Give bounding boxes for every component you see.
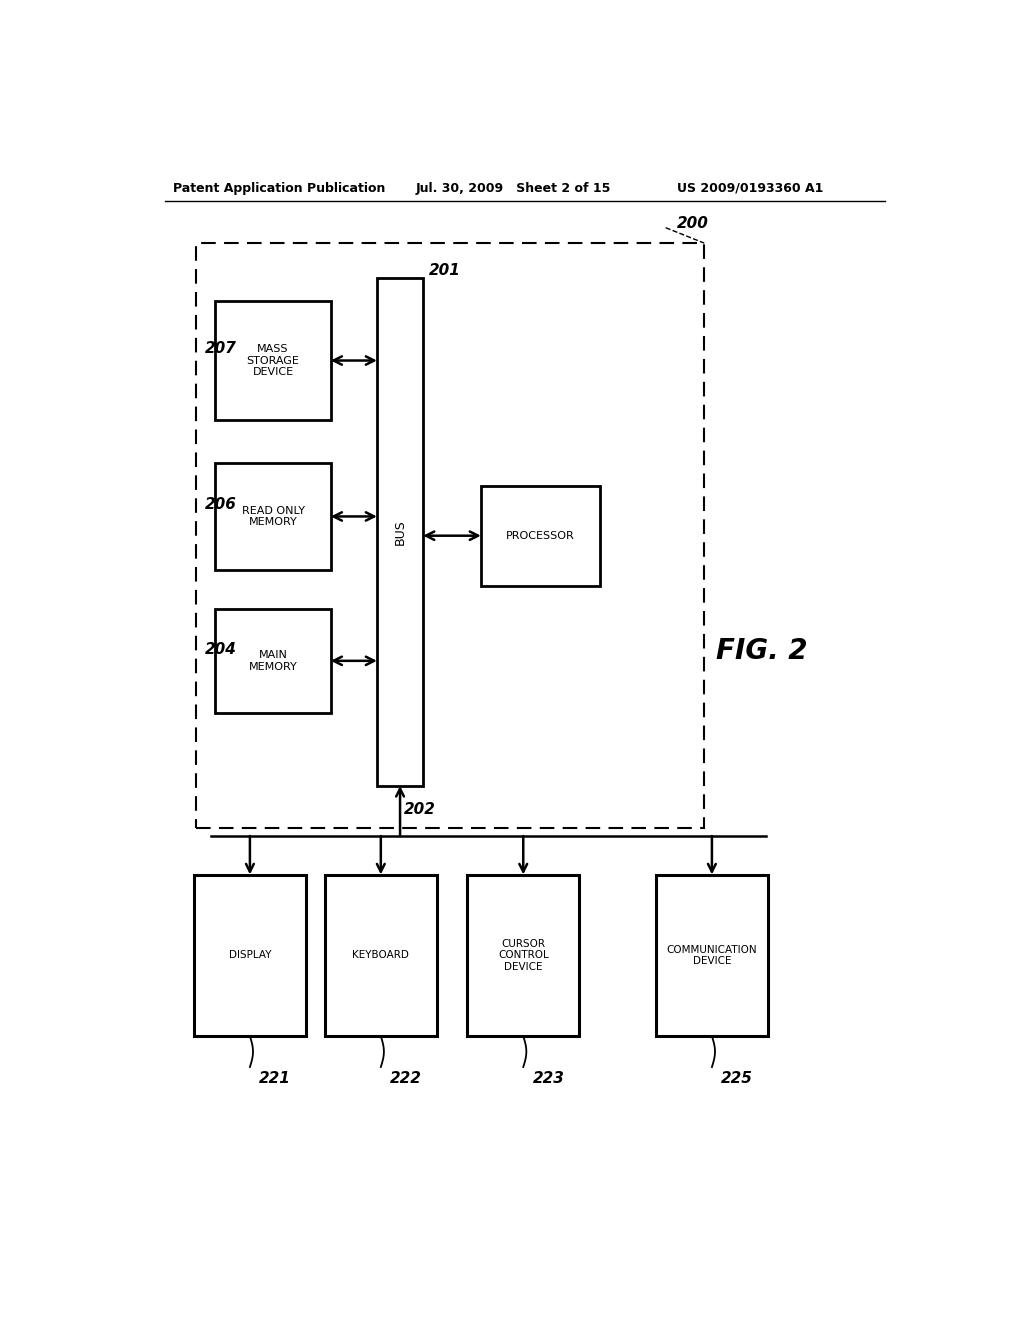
Bar — [196, 243, 705, 829]
Text: 200: 200 — [677, 216, 710, 231]
Bar — [215, 609, 331, 713]
Text: Jul. 30, 2009   Sheet 2 of 15: Jul. 30, 2009 Sheet 2 of 15 — [416, 182, 611, 194]
Text: DISPLAY: DISPLAY — [228, 950, 271, 961]
Text: 222: 222 — [390, 1071, 422, 1086]
Text: 223: 223 — [532, 1071, 564, 1086]
Bar — [215, 301, 331, 420]
Bar — [215, 462, 331, 570]
Text: 204: 204 — [205, 642, 238, 657]
Text: US 2009/0193360 A1: US 2009/0193360 A1 — [677, 182, 823, 194]
Text: FIG. 2: FIG. 2 — [716, 638, 808, 665]
Bar — [325, 874, 436, 1036]
Text: 202: 202 — [403, 801, 436, 817]
Bar — [656, 874, 768, 1036]
Text: Patent Application Publication: Patent Application Publication — [173, 182, 385, 194]
Bar — [467, 874, 580, 1036]
Text: 225: 225 — [721, 1071, 753, 1086]
Text: 221: 221 — [259, 1071, 291, 1086]
Text: CURSOR
CONTROL
DEVICE: CURSOR CONTROL DEVICE — [498, 939, 549, 972]
Text: MAIN
MEMORY: MAIN MEMORY — [249, 649, 297, 672]
Bar — [481, 486, 600, 586]
Text: 207: 207 — [205, 342, 238, 356]
Text: READ ONLY
MEMORY: READ ONLY MEMORY — [242, 506, 304, 527]
Text: MASS
STORAGE
DEVICE: MASS STORAGE DEVICE — [247, 345, 299, 378]
Bar — [195, 874, 306, 1036]
Text: BUS: BUS — [393, 519, 407, 545]
Text: COMMUNICATION
DEVICE: COMMUNICATION DEVICE — [667, 945, 757, 966]
Text: 206: 206 — [205, 498, 238, 512]
Bar — [377, 277, 423, 785]
Text: KEYBOARD: KEYBOARD — [352, 950, 410, 961]
Text: PROCESSOR: PROCESSOR — [506, 531, 574, 541]
Text: 201: 201 — [429, 263, 461, 277]
